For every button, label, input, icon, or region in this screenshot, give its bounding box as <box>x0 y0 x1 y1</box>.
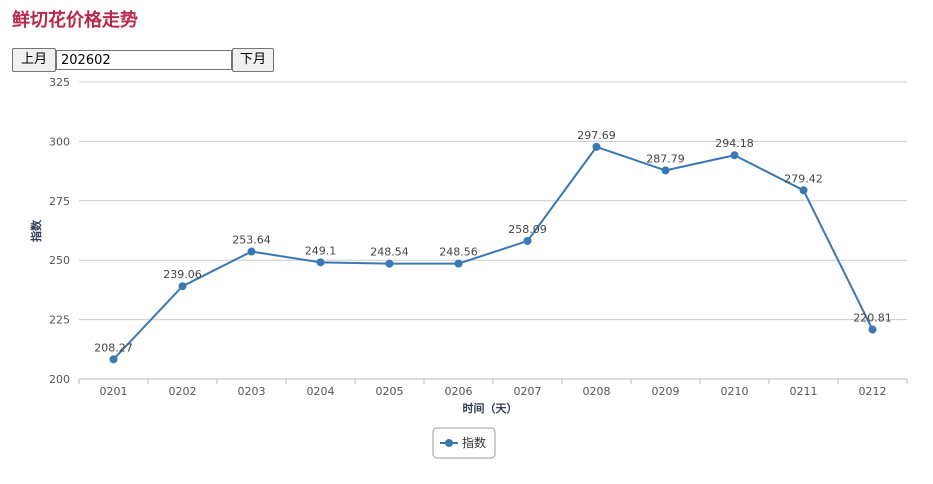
series-line-path <box>112 145 874 361</box>
series-line <box>112 145 874 361</box>
data-point[interactable] <box>868 325 877 334</box>
previous-month-button[interactable]: 上月 <box>12 48 56 72</box>
data-label: 248.54 <box>370 246 409 259</box>
x-tick-label: 0207 <box>514 385 542 398</box>
x-tick-label: 0201 <box>100 385 128 398</box>
data-point[interactable] <box>178 282 187 291</box>
data-label: 258.09 <box>508 223 547 236</box>
data-label: 208.27 <box>94 341 133 354</box>
y-tick-label: 325 <box>49 76 70 89</box>
data-label: 239.06 <box>163 268 202 281</box>
y-tick-label: 275 <box>49 195 70 208</box>
legend-label: 指数 <box>462 435 486 450</box>
data-point[interactable] <box>385 259 394 268</box>
data-point[interactable] <box>316 258 325 267</box>
x-tick-label: 0203 <box>238 385 266 398</box>
data-label: 220.81 <box>853 312 892 325</box>
data-point[interactable] <box>523 236 532 245</box>
x-tick-label: 0204 <box>307 385 335 398</box>
data-point[interactable] <box>799 186 808 195</box>
data-label: 279.42 <box>784 172 823 185</box>
x-tick-label: 0210 <box>721 385 749 398</box>
data-point[interactable] <box>454 259 463 268</box>
data-point[interactable] <box>247 247 256 256</box>
month-input[interactable] <box>56 50 232 70</box>
series-points <box>109 142 877 364</box>
x-tick-label: 0212 <box>859 385 887 398</box>
data-point[interactable] <box>730 151 739 160</box>
legend-marker-icon <box>445 439 453 447</box>
page-title: 鲜切花价格走势 <box>12 10 138 31</box>
y-axis-title: 指数 <box>29 219 43 242</box>
data-point[interactable] <box>592 142 601 151</box>
data-point[interactable] <box>661 166 670 175</box>
data-label: 294.18 <box>715 137 754 150</box>
y-axis-ticks: 200 225 250 275 300 325 <box>49 76 70 386</box>
x-tick-label: 0208 <box>583 385 611 398</box>
data-label: 297.69 <box>577 129 616 142</box>
x-tick-label: 0205 <box>376 385 404 398</box>
x-tick-label: 0209 <box>652 385 680 398</box>
next-month-button[interactable]: 下月 <box>232 48 274 72</box>
y-tick-label: 250 <box>49 254 70 267</box>
legend[interactable]: 指数 <box>432 427 496 459</box>
x-axis-title: 时间（天） <box>463 401 518 415</box>
data-label: 248.56 <box>439 246 478 259</box>
x-tick-label: 0206 <box>445 385 473 398</box>
gridlines <box>79 81 907 380</box>
data-point[interactable] <box>109 355 118 364</box>
x-tick-label: 0202 <box>169 385 197 398</box>
y-tick-label: 225 <box>49 314 70 327</box>
x-tick-label: 0211 <box>790 385 818 398</box>
data-label: 287.79 <box>646 152 685 165</box>
x-axis: 0201 0202 0203 0204 0205 0206 0207 0208 0209 0210… <box>78 378 908 398</box>
data-labels: 208.27 239.06 253.64 249.1 248.54 248.56 258.0… <box>94 129 892 354</box>
y-tick-label: 200 <box>49 373 70 386</box>
legend-box <box>432 427 496 459</box>
data-label: 253.64 <box>232 234 271 247</box>
y-tick-label: 300 <box>49 135 70 148</box>
data-label: 249.1 <box>305 244 337 257</box>
